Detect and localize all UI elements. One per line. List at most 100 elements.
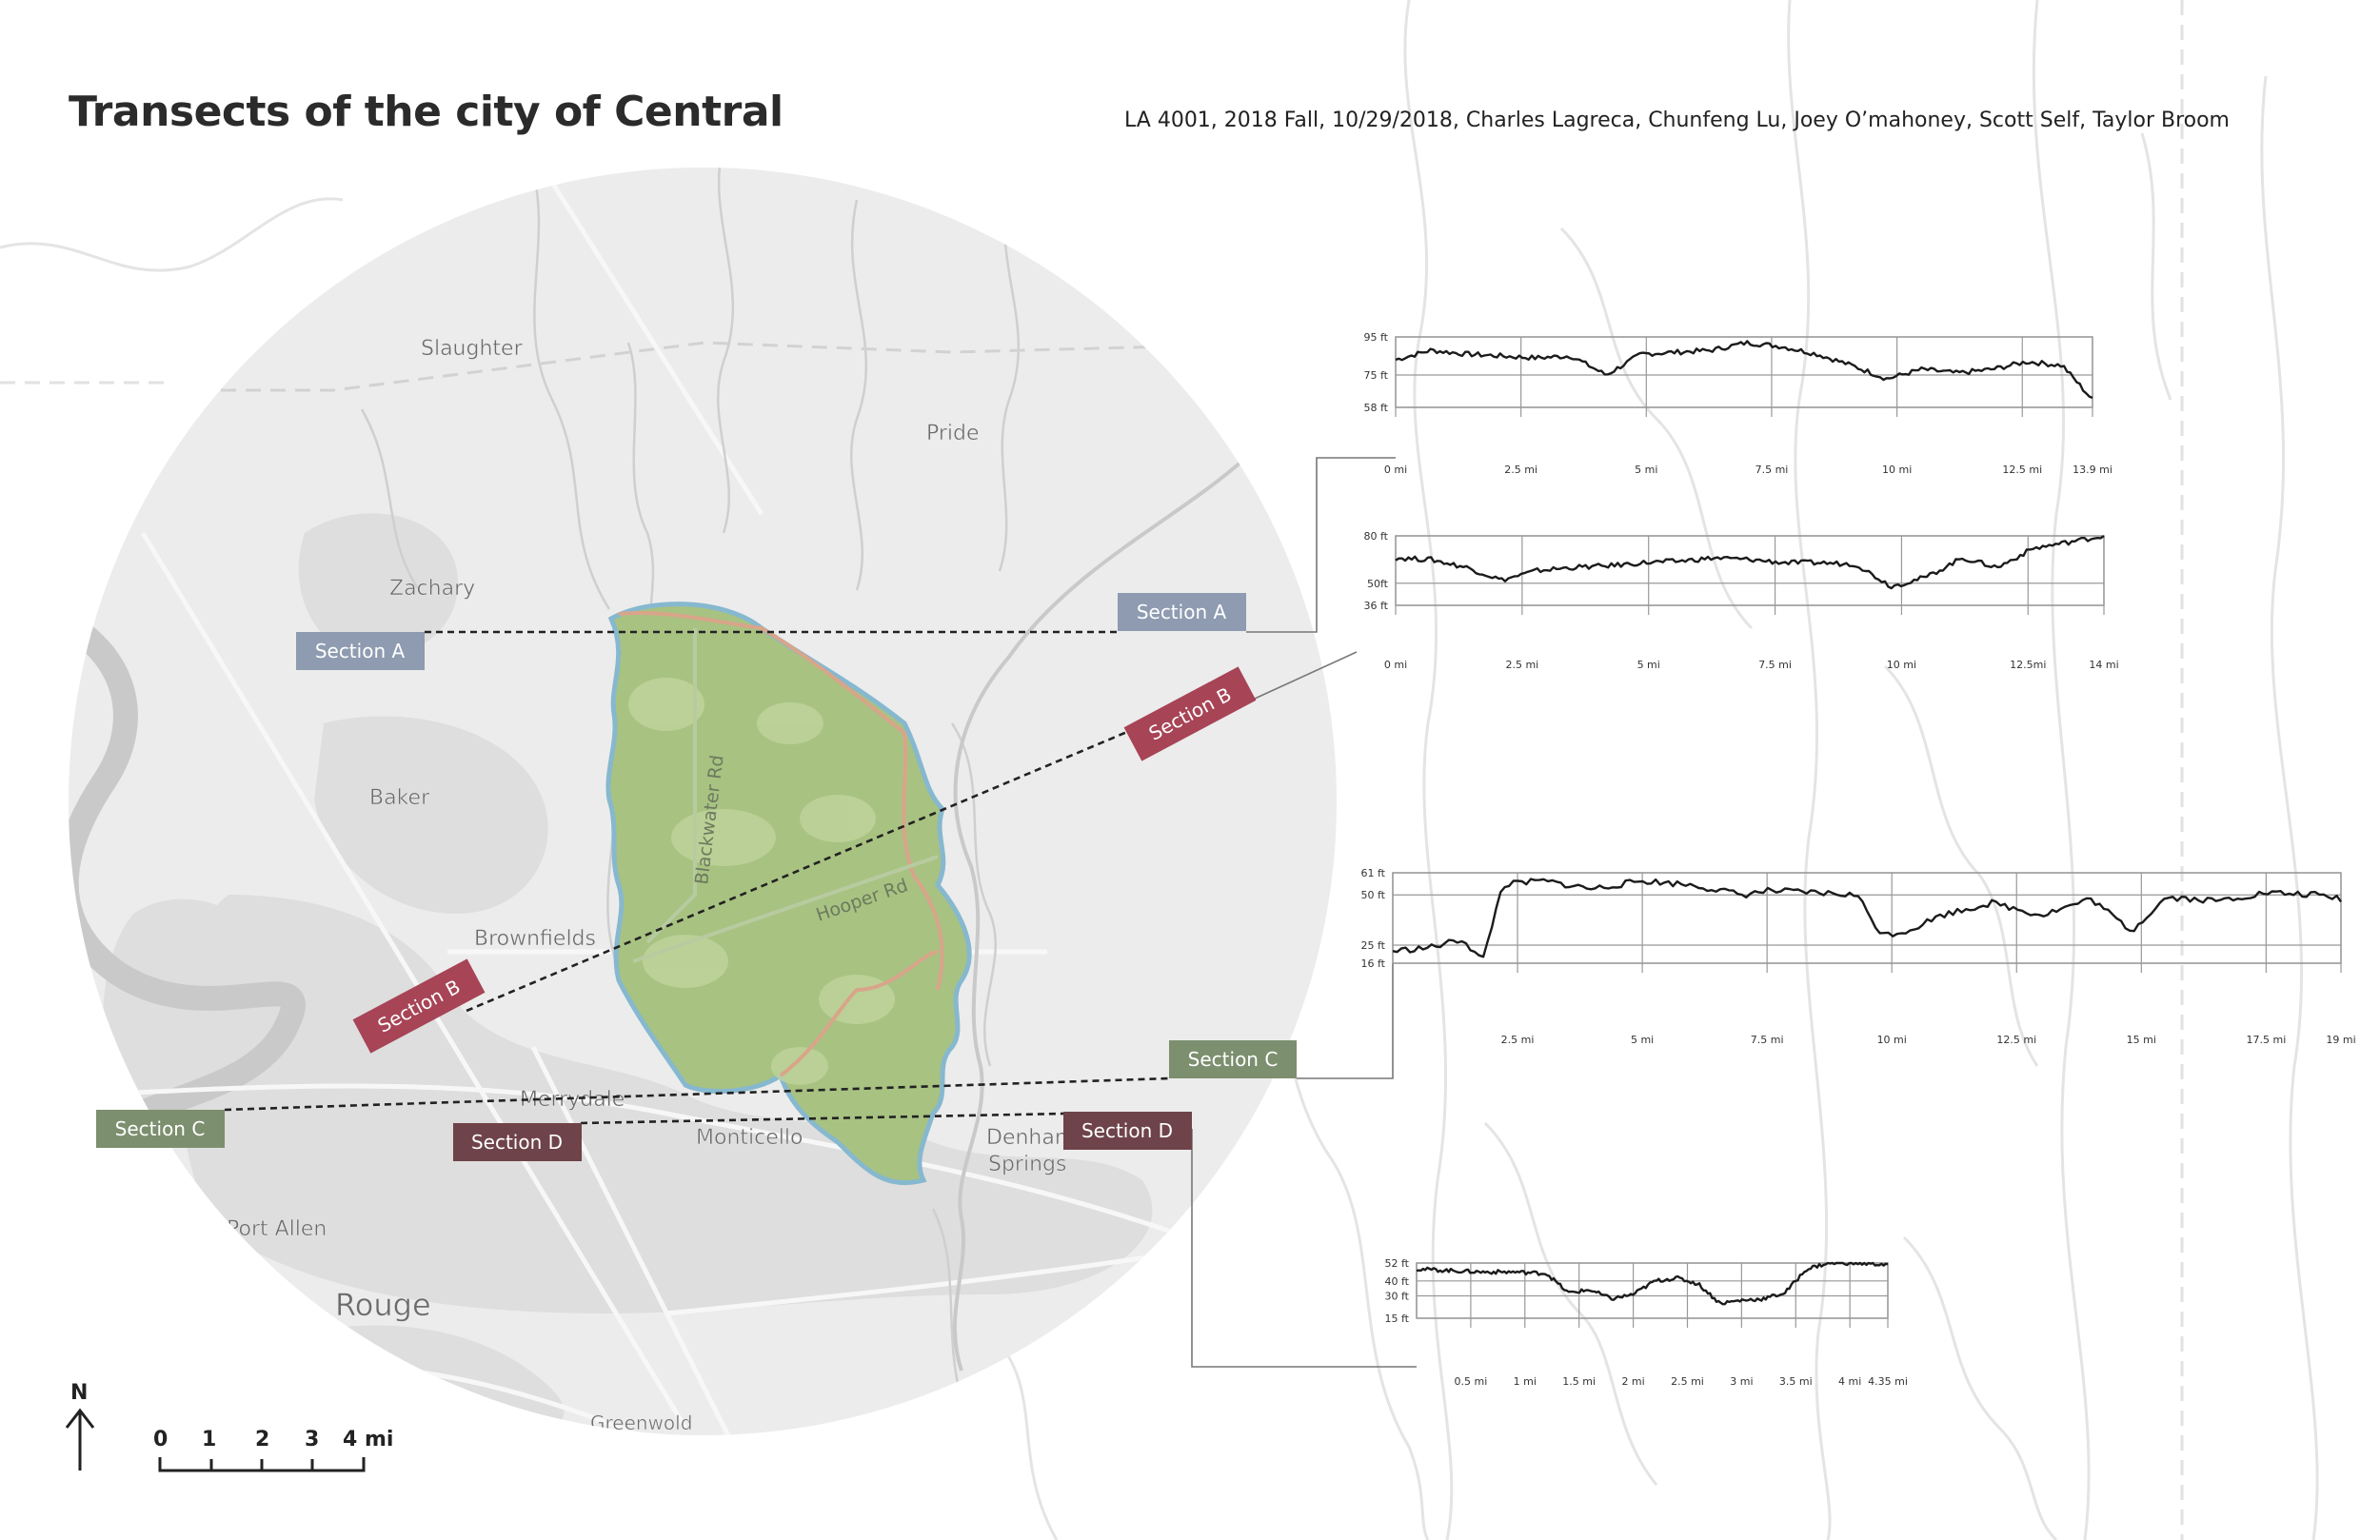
profile-x-tick: 7.5 mi [1755, 464, 1789, 476]
scale-tick-4: 4 mi [343, 1428, 393, 1451]
place-label-brownfields: Brownfields [474, 927, 596, 951]
section-a-left-tag: Section A [296, 632, 425, 670]
profile-elevation-line [1395, 535, 2105, 590]
parish-line [171, 341, 1315, 392]
transect-line-b [466, 720, 1153, 1013]
section-a-left-label: Section A [315, 640, 406, 662]
place-labels: Slaughter Pride Zachary Baker Brownfield… [227, 337, 1076, 1435]
profile-section-b: 80 ft 50ft 36 ft 0 mi 2.5 mi 5 mi 7.5 mi 10 mi 1… [1364, 530, 2119, 671]
profile-section-d: 52 ft 40 ft 30 ft 15 ft 0.5 mi 1 mi 1.5 mi 2 mi… [1385, 1257, 1908, 1388]
place-label-baker: Baker [369, 786, 430, 810]
profile-y-tick: 95 ft [1364, 331, 1389, 344]
profile-frame [1392, 872, 2342, 964]
credits-line: LA 4001, 2018 Fall, 10/29/2018, Charles … [1124, 109, 2230, 132]
profile-x-tick: 1 mi [1514, 1375, 1537, 1388]
profile-x-tick: 10 mi [1882, 464, 1912, 476]
leader-b [1254, 651, 1358, 700]
leader-lines [1191, 457, 1417, 1368]
profile-y-tick: 30 ft [1385, 1290, 1410, 1302]
profile-x-tick: 12.5mi [2010, 659, 2046, 671]
place-label-monticello: Monticello [696, 1126, 803, 1150]
leader-a [1246, 457, 1396, 633]
scale-tick-2: 2 [255, 1428, 269, 1451]
profile-x-tick: 7.5 mi [1758, 659, 1792, 671]
profile-x-tick: 14 mi [2089, 659, 2118, 671]
profile-x-tick: 5 mi [1637, 659, 1660, 671]
profile-x-tick: 17.5 mi [2246, 1034, 2286, 1046]
profile-y-tick: 40 ft [1385, 1275, 1410, 1288]
profile-x-tick: 4 mi [1838, 1375, 1861, 1388]
scale-tick-3: 3 [305, 1428, 319, 1451]
profile-frame [1395, 336, 2093, 408]
profile-x-tick: 2.5 mi [1505, 659, 1538, 671]
profile-y-tick: 58 ft [1364, 402, 1389, 414]
profile-frame [1395, 535, 2105, 606]
profile-x-tick: 2.5 mi [1501, 1034, 1535, 1046]
elevation-profiles: 95 ft 75 ft 58 ft 0 mi 2.5 mi 5 mi 7.5 mi 10 mi… [1361, 331, 2356, 1388]
profile-y-tick: 80 ft [1364, 530, 1389, 543]
place-label-zachary: Zachary [389, 577, 475, 601]
profile-y-tick: 75 ft [1364, 369, 1389, 382]
section-label-boxes: Section A Section A Section B Section B … [96, 593, 1297, 1161]
profile-x-tick: 0 mi [1384, 464, 1407, 476]
profile-x-tick: 12.5 mi [1996, 1034, 2036, 1046]
north-arrow-icon [65, 1408, 95, 1471]
background-boundaries [0, 0, 2184, 1540]
profile-x-tick: 12.5 mi [2002, 464, 2042, 476]
profile-x-tick: 1.5 mi [1562, 1375, 1596, 1388]
profile-section-c: 61 ft 50 ft 25 ft 16 ft 2.5 mi 5 mi 7.5 mi 10 m… [1361, 867, 2356, 1046]
transect-line-c [224, 1076, 1170, 1112]
place-label-denham: Denham [986, 1126, 1075, 1150]
profile-x-tick: 0.5 mi [1455, 1375, 1488, 1388]
profile-elevation-line [1416, 1261, 1889, 1306]
place-label-slaughter: Slaughter [421, 337, 524, 361]
profile-elevation-line [1392, 878, 2342, 958]
section-a-right-label: Section A [1137, 601, 1227, 623]
section-c-left-tag: Section C [96, 1110, 225, 1148]
profile-x-tick: 15 mi [2127, 1034, 2156, 1046]
section-c-left-label: Section C [115, 1117, 206, 1140]
profile-x-tick: 7.5 mi [1751, 1034, 1784, 1046]
place-label-springs: Springs [988, 1153, 1066, 1176]
transect-lines [224, 630, 1170, 1125]
profile-y-tick: 50ft [1367, 578, 1389, 590]
section-d-left-label: Section D [471, 1131, 563, 1154]
place-label-pride: Pride [926, 422, 980, 445]
section-d-right-tag: Section D [1063, 1112, 1192, 1150]
profile-x-tick: 2.5 mi [1671, 1375, 1704, 1388]
central-city-boundary [605, 602, 972, 1186]
profile-y-tick: 36 ft [1364, 600, 1389, 612]
north-label: N [70, 1381, 88, 1405]
section-d-left-tag: Section D [453, 1123, 582, 1161]
scale-bar: 0 1 2 3 4 mi [153, 1428, 393, 1472]
profile-y-tick: 50 ft [1361, 889, 1386, 901]
scale-tick-1: 1 [202, 1428, 216, 1451]
profile-y-tick: 52 ft [1385, 1257, 1410, 1270]
profile-x-tick: 5 mi [1631, 1034, 1654, 1046]
profile-x-tick: 13.9 mi [2073, 464, 2112, 476]
profile-x-tick: 10 mi [1887, 659, 1916, 671]
leader-d [1191, 1129, 1417, 1368]
section-c-right-tag: Section C [1169, 1040, 1297, 1078]
profile-x-tick: 5 mi [1635, 464, 1657, 476]
place-label-rouge: Rouge [335, 1287, 431, 1323]
profile-elevation-line [1395, 340, 2093, 400]
profile-section-a: 95 ft 75 ft 58 ft 0 mi 2.5 mi 5 mi 7.5 mi 10 mi… [1364, 331, 2112, 476]
north-arrow: N [65, 1381, 95, 1471]
profile-x-tick: 10 mi [1877, 1034, 1907, 1046]
profile-x-tick: 3 mi [1730, 1375, 1753, 1388]
profile-y-tick: 25 ft [1361, 939, 1386, 952]
profile-x-tick: 3.5 mi [1779, 1375, 1813, 1388]
city-roads [618, 611, 944, 1077]
city-texture [628, 678, 895, 1085]
profile-x-tick: 19 mi [2326, 1034, 2355, 1046]
section-d-right-label: Section D [1081, 1119, 1173, 1142]
profile-y-tick: 61 ft [1361, 867, 1386, 879]
profile-y-tick: 15 ft [1385, 1313, 1410, 1325]
leader-c [1297, 963, 1394, 1079]
section-c-right-label: Section C [1188, 1048, 1279, 1071]
profile-x-tick: 0 mi [1384, 659, 1407, 671]
profile-x-tick: 4.35 mi [1868, 1375, 1908, 1388]
